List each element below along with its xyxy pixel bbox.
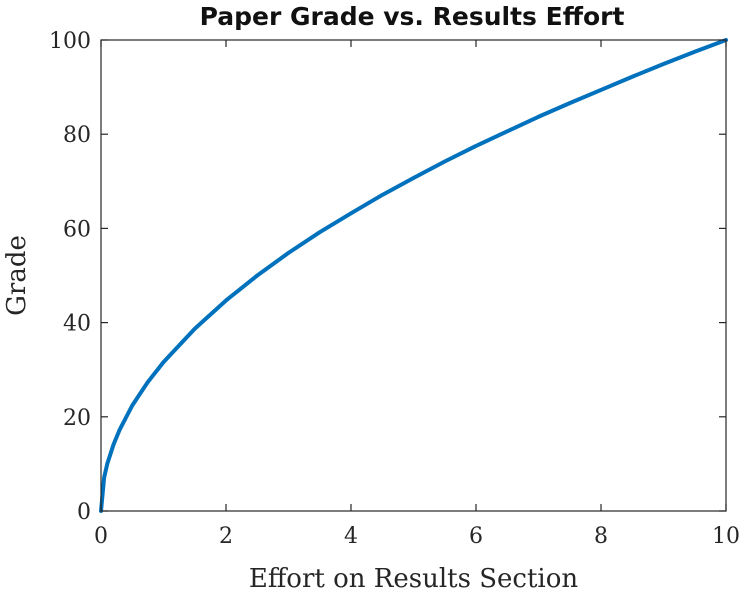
x-tick-label: 0 [94,524,108,549]
x-tick-label: 4 [344,524,358,549]
y-tick-label: 60 [63,217,91,242]
chart-title: Paper Grade vs. Results Effort [200,2,625,31]
plot-frame [100,39,727,512]
y-axis-label: Grade [2,235,32,316]
y-tick-label: 40 [63,312,91,337]
y-tick-label: 80 [63,123,91,148]
y-tick-label: 20 [63,406,91,431]
x-tick-label: 2 [219,524,233,549]
x-axis-label: Effort on Results Section [249,564,579,591]
y-tick-label: 0 [77,500,91,525]
plot-area [99,38,728,513]
y-tick-label: 100 [49,29,91,54]
x-tick-label: 10 [712,524,740,549]
series-line [99,38,728,513]
x-tick-label: 8 [594,524,608,549]
x-tick-label: 6 [469,524,483,549]
